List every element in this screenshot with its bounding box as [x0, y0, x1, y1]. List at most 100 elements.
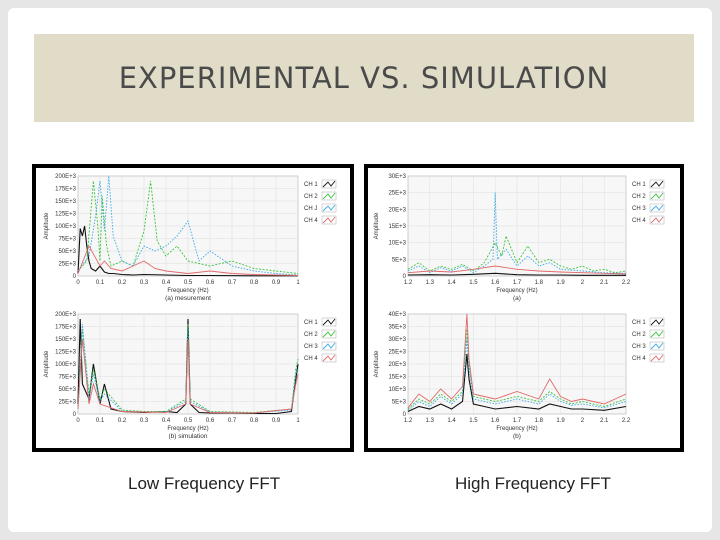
legend-swatch [322, 318, 336, 326]
y-tick-label: 0 [73, 412, 77, 418]
x-tick-label: 2.2 [622, 418, 631, 424]
x-tick-label: 0.4 [162, 280, 171, 286]
x-tick-label: 1.7 [513, 280, 522, 286]
x-tick-label: 1.3 [426, 418, 435, 424]
legend-swatch [322, 192, 336, 200]
x-axis-label: Frequency (Hz) [167, 426, 208, 432]
low-frequency-figure: 0 25E+3 50E+3 75E+3 100E+3 125E+3 150E+3 1 75E+3… [36, 168, 350, 448]
y-tick-label: 20E+3 [388, 207, 406, 213]
chart-2: 0 5E+3 10E+3 15E+3 20E+3 25E+3 30E+3 1.2 1.3 1.4 1… [374, 174, 665, 302]
legend-swatch [322, 204, 336, 212]
legend-label: CH J [304, 206, 317, 212]
y-axis-label: Amplitude [44, 212, 50, 239]
x-tick-label: 1.4 [447, 418, 456, 424]
y-tick-label: 30E+3 [388, 174, 406, 180]
legend-swatch [322, 354, 336, 362]
x-tick-label: 2.2 [622, 280, 631, 286]
y-tick-label: 100E+3 [55, 362, 77, 368]
legend-label: CH 4 [304, 356, 318, 362]
legend-label: CH 4 [632, 218, 646, 224]
x-tick-label: 0.5 [184, 418, 193, 424]
x-tick-label: 1.5 [469, 280, 478, 286]
x-tick-label: 1.2 [404, 418, 413, 424]
x-tick-label: 0.8 [250, 280, 259, 286]
legend-swatch [650, 330, 664, 338]
legend-label: CH 1 [632, 320, 646, 326]
x-tick-label: 2 [581, 280, 585, 286]
series-line-ch-4 [77, 338, 299, 414]
chart-3: 0 5E+3 10E+3 15E+3 20E+3 25E+3 30E+3 35E+3 40E+3… [374, 312, 665, 440]
legend-label: CH 1 [304, 182, 318, 188]
legend-label: CH 2 [632, 194, 646, 200]
y-tick-label: 100E+3 [55, 224, 77, 230]
legend-label: CH 2 [304, 194, 318, 200]
legend-label: CH 3 [632, 344, 646, 350]
y-tick-label: 125E+3 [55, 350, 77, 356]
y-tick-label: 15E+3 [388, 224, 406, 230]
x-tick-label: 0.2 [118, 418, 127, 424]
y-tick-label: 125E+3 [55, 212, 77, 218]
y-tick-label: 35E+3 [388, 325, 406, 331]
y-tick-label: 25E+3 [58, 262, 76, 268]
legend-swatch [650, 192, 664, 200]
caption-low-frequency: Low Frequency FFT [128, 474, 281, 493]
legend-swatch [650, 354, 664, 362]
y-tick-label: 25E+3 [58, 400, 76, 406]
y-tick-label: 15E+3 [388, 375, 406, 381]
x-tick-label: 1.9 [556, 418, 565, 424]
series-line-ch-1 [77, 225, 298, 277]
x-tick-label: 0.7 [228, 280, 237, 286]
x-tick-label: 0.6 [206, 418, 215, 424]
chart-caption: (b) simulation [168, 433, 207, 440]
x-axis-label: Frequency (Hz) [167, 288, 208, 294]
y-tick-label: 30E+3 [388, 337, 406, 343]
legend-swatch [322, 216, 336, 224]
x-tick-label: 1.8 [535, 280, 544, 286]
x-tick-label: 2 [581, 418, 585, 424]
y-axis-label: Amplitude [374, 350, 380, 377]
x-tick-label: 0.6 [206, 280, 215, 286]
y-tick-label: 75E+3 [58, 237, 76, 243]
x-tick-label: 0.9 [272, 418, 281, 424]
x-tick-label: 0 [76, 418, 80, 424]
y-tick-label: 25E+3 [388, 350, 406, 356]
x-tick-label: 1.5 [469, 418, 478, 424]
y-tick-label: 200E+3 [55, 312, 77, 318]
y-tick-label: 5E+3 [392, 257, 407, 263]
chart-caption: (a) mesurement [165, 295, 211, 302]
x-tick-label: 1 [296, 418, 300, 424]
y-tick-label: 0 [403, 274, 407, 280]
caption-high-frequency: High Frequency FFT [455, 474, 611, 493]
y-tick-label: 10E+3 [388, 241, 406, 247]
legend-label: CH 3 [304, 344, 318, 350]
x-tick-label: 0.2 [118, 280, 127, 286]
legend-swatch [322, 342, 336, 350]
series-line-ch-4 [407, 265, 627, 275]
chart-0: 0 25E+3 50E+3 75E+3 100E+3 125E+3 150E+3 175E+3… [44, 174, 337, 302]
legend-label: CH 1 [632, 182, 646, 188]
series-line-ch-1 [407, 272, 626, 276]
legend-swatch [322, 330, 336, 338]
chart-1: 0 25E+3 50E+3 75E+3 100E+3 125E+3 150E+3 175E+3… [44, 312, 337, 440]
x-tick-label: 2.1 [600, 418, 609, 424]
y-tick-label: 75E+3 [58, 375, 76, 381]
legend-label: CH 2 [304, 332, 318, 338]
x-axis-label: Frequency (Hz) [496, 288, 537, 294]
x-tick-label: 1.2 [404, 280, 413, 286]
y-tick-label: 50E+3 [58, 387, 76, 393]
legend-label: CH 4 [632, 356, 646, 362]
x-tick-label: 0.7 [228, 418, 237, 424]
y-tick-label: 0 [73, 274, 77, 280]
legend-swatch [650, 204, 664, 212]
legend-label: CH 2 [632, 332, 646, 338]
y-axis-label: Amplitude [374, 212, 380, 239]
y-tick-label: 50E+3 [58, 249, 76, 255]
y-tick-label: 10E+3 [388, 387, 406, 393]
series-line-ch-4 [77, 244, 299, 276]
y-tick-label: 150E+3 [55, 337, 77, 343]
series-line-ch-j [77, 175, 299, 276]
x-tick-label: 1.3 [426, 280, 435, 286]
legend-swatch [650, 216, 664, 224]
x-tick-label: 1.6 [491, 418, 500, 424]
legend-swatch [650, 342, 664, 350]
